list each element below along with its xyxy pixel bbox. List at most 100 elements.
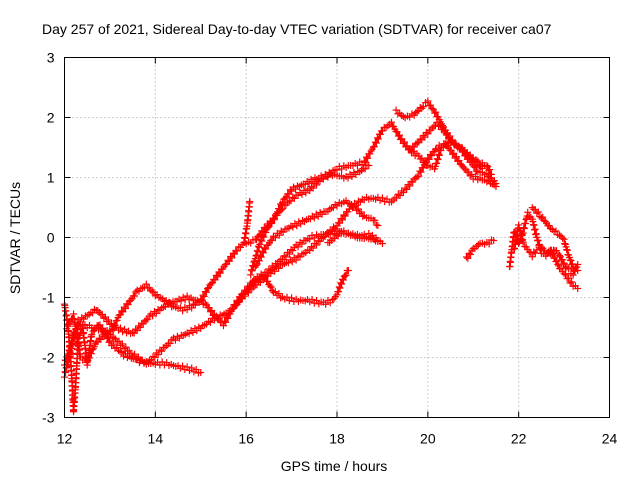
- data-point: [559, 234, 567, 242]
- data-point: [416, 135, 424, 143]
- data-point: [116, 348, 124, 356]
- data-point: [568, 260, 576, 268]
- data-point: [472, 167, 480, 175]
- data-point: [448, 150, 456, 158]
- data-point: [288, 294, 296, 302]
- y-tick-labels: -3 -2 -1 0 1 2 3: [42, 50, 55, 426]
- x-tick-label: 14: [148, 431, 164, 447]
- data-point: [134, 353, 142, 361]
- data-point: [531, 249, 539, 257]
- data-point: [132, 325, 140, 333]
- data-point: [487, 171, 495, 178]
- data-point: [154, 351, 162, 359]
- data-point: [421, 157, 429, 165]
- chart-title: Day 257 of 2021, Sidereal Day-to-day VTE…: [42, 21, 552, 37]
- data-point: [574, 267, 582, 274]
- y-tick-label: -3: [42, 410, 55, 426]
- data-point: [361, 158, 369, 166]
- data-point: [374, 237, 382, 244]
- data-point: [310, 214, 318, 222]
- data-point: [238, 294, 246, 302]
- data-point: [434, 122, 442, 130]
- data-point: [332, 231, 340, 239]
- data-point: [233, 247, 241, 255]
- data-point: [224, 256, 232, 264]
- data-point: [144, 315, 152, 323]
- data-point: [574, 285, 582, 292]
- data-point: [568, 278, 576, 286]
- data-point: [293, 222, 301, 230]
- data-point: [469, 154, 477, 162]
- data-point: [229, 305, 237, 313]
- data-point: [142, 316, 150, 324]
- y-tick-label: 1: [47, 170, 55, 186]
- data-point: [342, 271, 350, 279]
- data-point: [76, 318, 84, 326]
- data-point: [253, 251, 261, 259]
- data-point: [455, 157, 463, 165]
- data-point: [166, 339, 174, 347]
- data-point: [95, 334, 103, 342]
- data-point: [121, 325, 129, 333]
- data-point: [566, 279, 574, 287]
- data-point: [433, 159, 441, 167]
- data-point: [117, 341, 125, 349]
- data-point: [267, 283, 275, 291]
- x-tick-label: 22: [511, 431, 527, 447]
- data-point: [428, 152, 436, 160]
- data-point: [365, 162, 373, 169]
- data-point: [528, 253, 536, 261]
- data-point: [131, 292, 139, 300]
- data-point: [177, 297, 185, 305]
- data-point: [250, 279, 258, 287]
- data-point: [265, 265, 273, 273]
- data-point: [372, 139, 380, 147]
- x-tick-label: 12: [57, 431, 73, 447]
- data-point: [257, 253, 265, 261]
- data-point: [534, 237, 542, 245]
- data-point: [246, 198, 254, 205]
- data-point: [313, 241, 321, 249]
- data-point: [409, 178, 417, 186]
- data-point: [539, 213, 547, 221]
- data-point: [338, 216, 346, 224]
- data-point: [197, 369, 205, 376]
- data-point: [412, 174, 420, 182]
- data-point: [292, 256, 300, 264]
- data-point: [193, 327, 201, 335]
- data-point: [519, 238, 527, 246]
- data-point: [131, 350, 139, 358]
- data-point: [268, 218, 276, 226]
- data-point: [268, 287, 276, 295]
- data-point: [260, 223, 268, 231]
- data-point: [559, 260, 567, 268]
- data-point: [90, 305, 98, 313]
- data-point: [432, 108, 440, 116]
- data-point: [446, 132, 454, 140]
- data-point: [341, 212, 349, 220]
- data-point: [248, 267, 256, 275]
- data-point: [259, 249, 267, 257]
- data-point: [452, 153, 460, 161]
- data-point: [436, 121, 444, 129]
- data-point: [361, 165, 369, 173]
- data-point: [556, 231, 564, 239]
- data-point: [308, 295, 316, 303]
- data-point: [255, 257, 263, 265]
- data-point: [419, 103, 427, 111]
- data-point: [413, 107, 421, 115]
- data-point: [272, 210, 280, 218]
- data-point: [324, 173, 332, 181]
- data-point: [298, 240, 306, 248]
- data-point: [560, 235, 568, 243]
- data-point: [403, 185, 411, 193]
- data-point: [309, 244, 317, 252]
- data-point: [552, 227, 560, 235]
- x-tick-labels: 12 14 16 18 20 22 24: [57, 431, 618, 447]
- data-point: [424, 97, 432, 105]
- data-point: [199, 291, 207, 299]
- data-point: [210, 310, 218, 318]
- data-point: [124, 301, 132, 309]
- data-point: [560, 270, 568, 278]
- x-tick-label: 18: [329, 431, 345, 447]
